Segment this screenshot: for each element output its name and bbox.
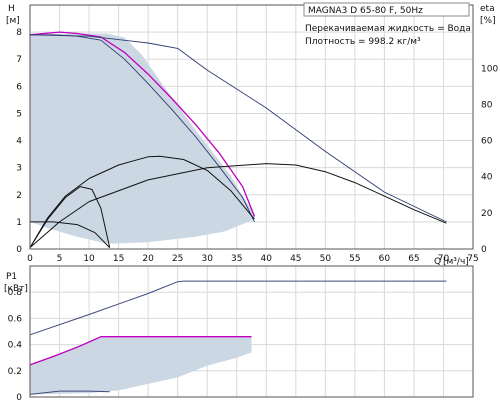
- y-tick-label: 4: [16, 137, 22, 147]
- max-speed-curve-lower-line: [30, 34, 255, 223]
- extended-curve-line: [29, 34, 447, 223]
- x-tick-label: 40: [261, 254, 273, 264]
- pump-model-header: MAGNA3 D 65-80 F, 50Hz: [308, 6, 423, 16]
- head-flow-frame: [29, 4, 474, 250]
- x-tick-label: 65: [408, 254, 419, 264]
- power-envelope-line: [30, 336, 252, 395]
- head-flow-tick-labels: 0 5 10 15 20 25 30 35 40 45 50 55 60 65 70 750123456780…: [16, 28, 498, 264]
- power-plot: 0 0.2 0.4 0.6 0.8: [8, 265, 474, 403]
- power-max-speed-line: [29, 336, 252, 366]
- x-tick-label: 25: [172, 254, 183, 264]
- density-info: Плотность = 998.2 кг/м³: [305, 37, 421, 47]
- y-axis-letter: H: [8, 4, 15, 14]
- x-tick-label: 35: [231, 254, 242, 264]
- y-tick-label: 0: [16, 245, 22, 255]
- power-axis-letter: P1: [6, 272, 17, 282]
- y-tick-label: 3: [16, 164, 22, 174]
- x-tick-label: 45: [290, 254, 301, 264]
- x-tick-label: 0: [27, 254, 33, 264]
- fluid-info: Перекачиваемая жидкость = Вода: [305, 24, 471, 34]
- power-extended-line: [29, 280, 447, 336]
- head-flow-series: [29, 31, 447, 248]
- x-tick-label: 75: [467, 254, 478, 264]
- y2-tick-label: 40: [481, 173, 493, 183]
- y2-tick-label: 80: [481, 100, 493, 110]
- y-tick-label: 1: [16, 218, 22, 228]
- head-flow-plot: 0 5 10 15 20 25 30 35 40 45 50 55 60 65 70 750123456780…: [16, 4, 498, 264]
- power-y-tick-label: 0: [16, 393, 22, 400]
- x-tick-label: 50: [320, 254, 332, 264]
- efficiency-extended-line: [29, 163, 447, 248]
- efficiency-max-line: [29, 155, 255, 248]
- head-flow-grid: [29, 5, 474, 250]
- y-tick-label: 7: [16, 55, 22, 65]
- x-tick-label: 55: [349, 254, 360, 264]
- x-tick-label: 5: [57, 254, 63, 264]
- efficiency-min-speed-line: [29, 186, 111, 248]
- y-axis-unit: [м]: [6, 16, 20, 26]
- power-series: [29, 280, 447, 395]
- x-tick-label: 70: [438, 254, 450, 264]
- header-box: [303, 2, 470, 17]
- x-tick-label: 15: [113, 254, 124, 264]
- operating-envelope-line: [30, 33, 255, 244]
- power-frame: [29, 265, 474, 398]
- power-y-tick-label: 0.2: [8, 367, 22, 377]
- power-min-speed-line: [29, 390, 110, 395]
- power-tick-labels: 0 0.2 0.4 0.6 0.8: [8, 288, 23, 403]
- max-speed-curve-line: [29, 31, 256, 217]
- x-axis-letter: Q: [434, 257, 441, 267]
- power-y-tick-label: 0.4: [8, 341, 23, 351]
- y-tick-label: 6: [16, 82, 22, 92]
- power-axis-unit: [кВт]: [4, 284, 28, 294]
- y-tick-label: 8: [16, 28, 22, 38]
- y-tick-label: 2: [16, 191, 22, 201]
- min-speed-curve-line: [30, 221, 111, 248]
- y2-tick-label: 20: [481, 209, 493, 219]
- y2-axis-unit: [%]: [480, 16, 496, 26]
- x-tick-label: 30: [201, 254, 213, 264]
- x-tick-label: 60: [379, 254, 391, 264]
- x-tick-label: 20: [142, 254, 154, 264]
- y-tick-label: 5: [16, 109, 22, 119]
- y2-axis-letter: eta: [480, 4, 495, 14]
- x-axis-unit: [м³/ч]: [443, 257, 469, 267]
- x-tick-label: 10: [83, 254, 95, 264]
- y2-tick-label: 0: [481, 245, 487, 255]
- y2-tick-label: 100: [481, 64, 498, 74]
- power-y-tick-label: 0.8: [8, 288, 23, 298]
- power-y-tick-label: 0.6: [8, 314, 23, 324]
- y2-tick-label: 60: [481, 137, 493, 147]
